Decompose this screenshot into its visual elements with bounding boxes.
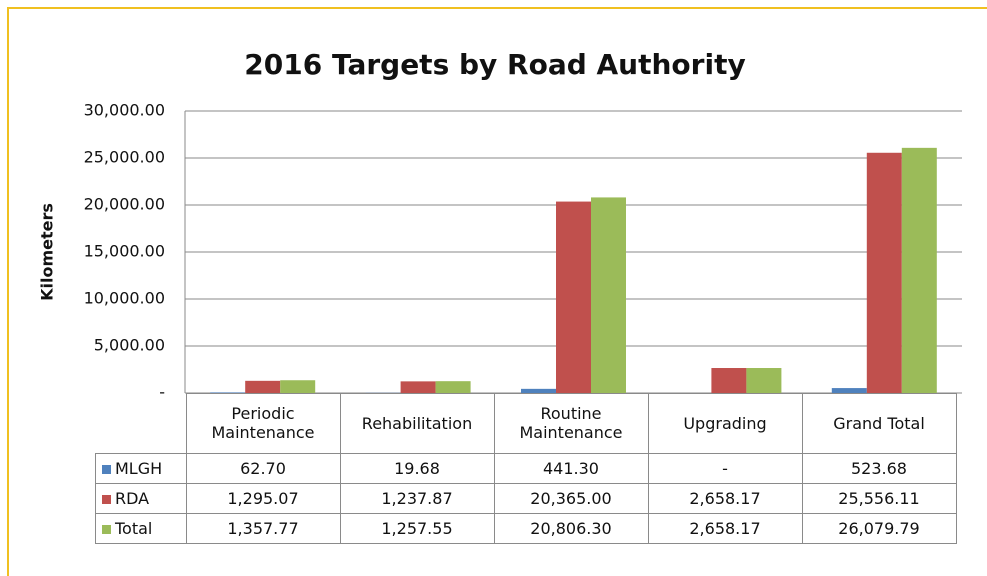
frame	[7, 7, 987, 576]
y-tick-label: 10,000.00	[84, 289, 165, 308]
bar	[435, 381, 471, 393]
table-value: 20,365.00	[493, 482, 649, 514]
table-value: 1,357.77	[185, 512, 341, 544]
category-label: Periodic Maintenance	[185, 393, 341, 454]
table-value: 19.68	[339, 452, 495, 484]
legend-cell: Total	[95, 512, 187, 544]
table-row: RDA 1,295.07 1,237.87 20,365.00 2,658.17 25,5…	[95, 482, 957, 514]
y-axis-label: Kilometers	[38, 203, 57, 301]
legend-key	[102, 524, 111, 534]
bar	[400, 381, 436, 393]
y-tick-label: -	[159, 383, 165, 402]
y-tick-label: 15,000.00	[84, 242, 165, 261]
table-row: Total 1,357.77 1,257.55 20,806.30 2,658.17 26…	[95, 512, 957, 544]
bar	[831, 388, 867, 393]
bar	[556, 201, 591, 393]
bar	[711, 368, 747, 393]
table-header-row: Periodic Maintenance Rehabilitation Routin…	[96, 393, 957, 454]
table-value: 1,237.87	[339, 482, 495, 514]
legend-label: Total	[115, 518, 153, 538]
legend-cell: MLGH	[95, 452, 187, 484]
table-value: 25,556.11	[801, 482, 957, 514]
legend-cell: RDA	[95, 482, 187, 514]
category-label: Upgrading	[647, 393, 803, 454]
data-table: Periodic Maintenance Rehabilitation Routin…	[95, 393, 957, 544]
legend-label: RDA	[115, 488, 150, 508]
category-label: Grand Total	[801, 393, 957, 454]
bar	[866, 152, 902, 393]
bar	[245, 380, 281, 393]
table-value: -	[647, 452, 803, 484]
legend-label: MLGH	[115, 458, 163, 478]
table-value: 2,658.17	[647, 482, 803, 514]
table-row: MLGH 62.70 19.68 441.30-523.68	[95, 452, 957, 484]
y-tick-label: 5,000.00	[94, 336, 165, 355]
table-value: 2,658.17	[647, 512, 803, 544]
y-tick-label: 20,000.00	[84, 195, 165, 214]
legend-key	[102, 464, 111, 474]
chart-title: 2016 Targets by Road Authority	[244, 48, 745, 81]
table-value: 1,257.55	[339, 512, 495, 544]
bar	[746, 368, 782, 393]
table-value: 20,806.30	[493, 512, 649, 544]
legend-key	[102, 494, 111, 504]
bar	[210, 392, 246, 393]
table-value: 62.70	[185, 452, 341, 484]
table-value: 1,295.07	[185, 482, 341, 514]
bar	[591, 197, 626, 393]
bar	[901, 147, 937, 393]
category-label: Routine Maintenance	[493, 393, 649, 454]
y-tick-label: 30,000.00	[84, 101, 165, 120]
bar	[521, 388, 556, 393]
y-tick-label: 25,000.00	[84, 148, 165, 167]
table-value: 441.30	[493, 452, 649, 484]
table-corner	[96, 394, 187, 454]
table-value: 26,079.79	[801, 512, 957, 544]
bar	[280, 380, 316, 393]
table-value: 523.68	[801, 452, 957, 484]
category-label: Rehabilitation	[339, 393, 495, 454]
